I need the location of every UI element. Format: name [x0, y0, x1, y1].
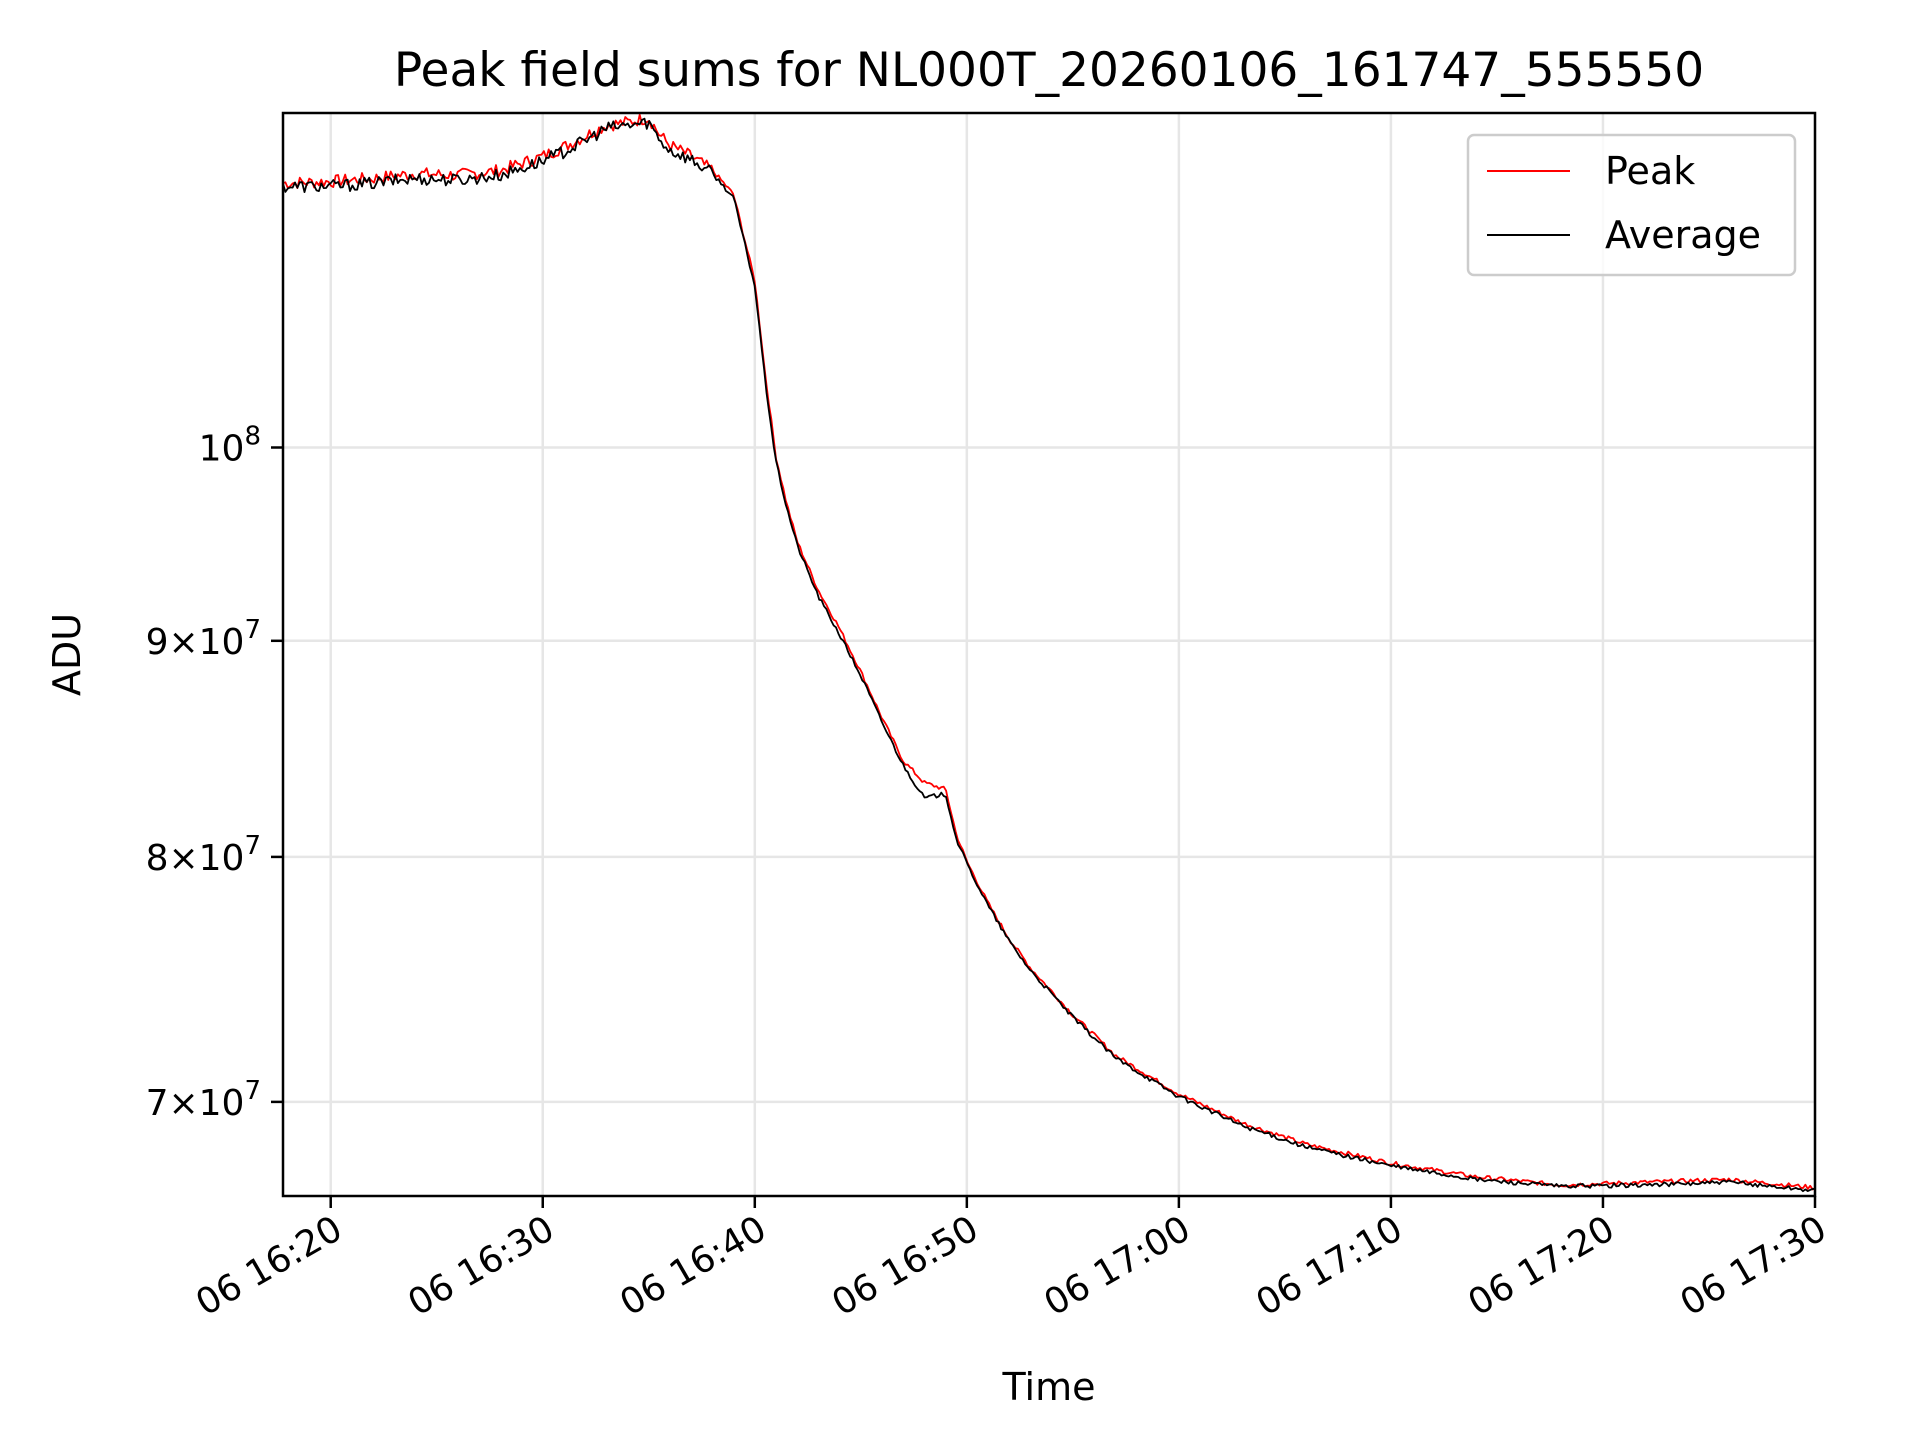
times-sign: ×10 — [168, 838, 244, 879]
legend-label-peak: Peak — [1605, 149, 1695, 193]
series-line-average — [283, 117, 1815, 1193]
y-tick-exponent: 7 — [244, 831, 261, 861]
x-axis-label: Time — [1002, 1365, 1096, 1409]
times-sign: ×10 — [168, 622, 244, 663]
times-sign: ×10 — [168, 1083, 244, 1124]
y-tick-label: 108 — [199, 422, 261, 470]
legend: Peak Average — [1466, 133, 1797, 277]
y-tick-mantissa: 7 — [146, 1083, 169, 1124]
y-tick-mantissa: 9 — [146, 622, 169, 663]
y-tick-exponent: 8 — [244, 422, 261, 452]
y-tick-label: 7×107 — [146, 1076, 261, 1124]
y-tick-label: 8×107 — [146, 831, 261, 879]
y-axis-label: ADU — [45, 613, 89, 696]
y-tick-exponent: 7 — [244, 1076, 261, 1106]
y-tick-label: 9×107 — [146, 615, 261, 663]
y-tick-base: 10 — [199, 429, 245, 470]
axes-frame — [281, 111, 1817, 1198]
y-tick-mantissa: 8 — [146, 838, 169, 879]
plot-area — [283, 113, 1815, 1193]
legend-label-average: Average — [1605, 213, 1761, 257]
series-layer — [283, 113, 1815, 1193]
y-tick-exponent: 7 — [244, 615, 261, 645]
chart-title: Peak field sums for NL000T_20260106_1617… — [394, 43, 1704, 98]
